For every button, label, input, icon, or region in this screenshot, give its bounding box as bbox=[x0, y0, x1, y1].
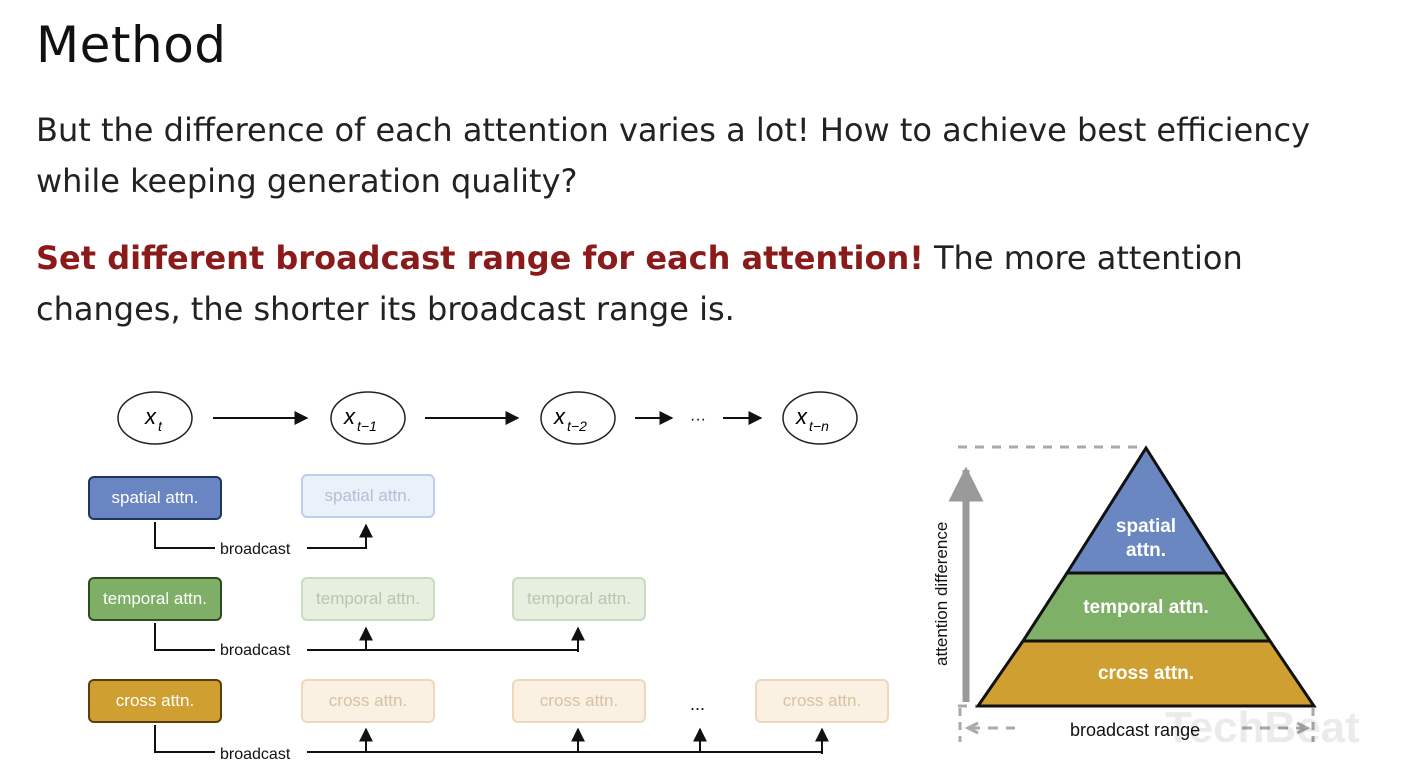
broadcast-diagram: x t x t−1 x t−2 x t−n ··· broadcast broa… bbox=[117, 391, 858, 763]
svg-text:t−1: t−1 bbox=[357, 418, 377, 434]
temporal-broadcast-line bbox=[154, 623, 578, 651]
spatial-broadcast-label: broadcast bbox=[220, 541, 291, 558]
paragraph-answer: Set different broadcast range for each a… bbox=[36, 233, 1396, 335]
temporal-attn-box: temporal attn. bbox=[88, 577, 222, 621]
broadcast-range-label: broadcast range bbox=[1070, 720, 1200, 740]
pyramid-label-temporal: temporal attn. bbox=[1083, 597, 1209, 618]
cross-attn-box-faint: cross attn. bbox=[755, 679, 889, 723]
svg-text:x: x bbox=[343, 404, 356, 429]
svg-text:x: x bbox=[553, 404, 566, 429]
cross-attn-box: cross attn. bbox=[88, 679, 222, 723]
timestep-node-xt-1: x t−1 bbox=[330, 391, 406, 445]
svg-text:x: x bbox=[144, 404, 157, 429]
pyramid-diagram: attention difference spatial attn. tempo… bbox=[932, 445, 1360, 752]
temporal-attn-box-faint: temporal attn. bbox=[301, 577, 435, 621]
slide-title: Method bbox=[36, 16, 227, 74]
spatial-attn-box-faint: spatial attn. bbox=[301, 474, 435, 518]
cross-broadcast-line bbox=[154, 725, 822, 753]
claim-explanation: The more attention changes, the shorter … bbox=[36, 239, 1243, 328]
svg-text:x: x bbox=[795, 404, 808, 429]
pyramid-label-spatial-2: attn. bbox=[1126, 540, 1166, 561]
cross-broadcast-label: broadcast bbox=[220, 746, 291, 763]
cross-row-ellipsis: ... bbox=[690, 694, 705, 714]
techbeat-watermark: TechBeat bbox=[1165, 703, 1360, 752]
pyramid-label-spatial: spatial bbox=[1116, 516, 1176, 537]
attention-axis-label: attention difference bbox=[932, 522, 951, 666]
timestep-node-xt-2: x t−2 bbox=[540, 391, 616, 445]
svg-text:t: t bbox=[158, 418, 163, 434]
pyramid-level-cross bbox=[975, 639, 1317, 708]
svg-text:t−n: t−n bbox=[809, 418, 829, 434]
pyramid-label-cross: cross attn. bbox=[1098, 663, 1194, 684]
cross-attn-box-faint: cross attn. bbox=[512, 679, 646, 723]
temporal-attn-box-faint: temporal attn. bbox=[512, 577, 646, 621]
spatial-attn-box: spatial attn. bbox=[88, 476, 222, 520]
temporal-broadcast-label: broadcast bbox=[220, 642, 291, 659]
svg-text:t−2: t−2 bbox=[567, 418, 587, 434]
timestep-ellipsis: ··· bbox=[690, 411, 706, 428]
timestep-node-xt: x t bbox=[117, 391, 193, 445]
timestep-node-xt-n: x t−n bbox=[782, 391, 858, 445]
highlighted-claim: Set different broadcast range for each a… bbox=[36, 239, 924, 277]
paragraph-question: But the difference of each attention var… bbox=[36, 111, 1311, 200]
cross-attn-box-faint: cross attn. bbox=[301, 679, 435, 723]
